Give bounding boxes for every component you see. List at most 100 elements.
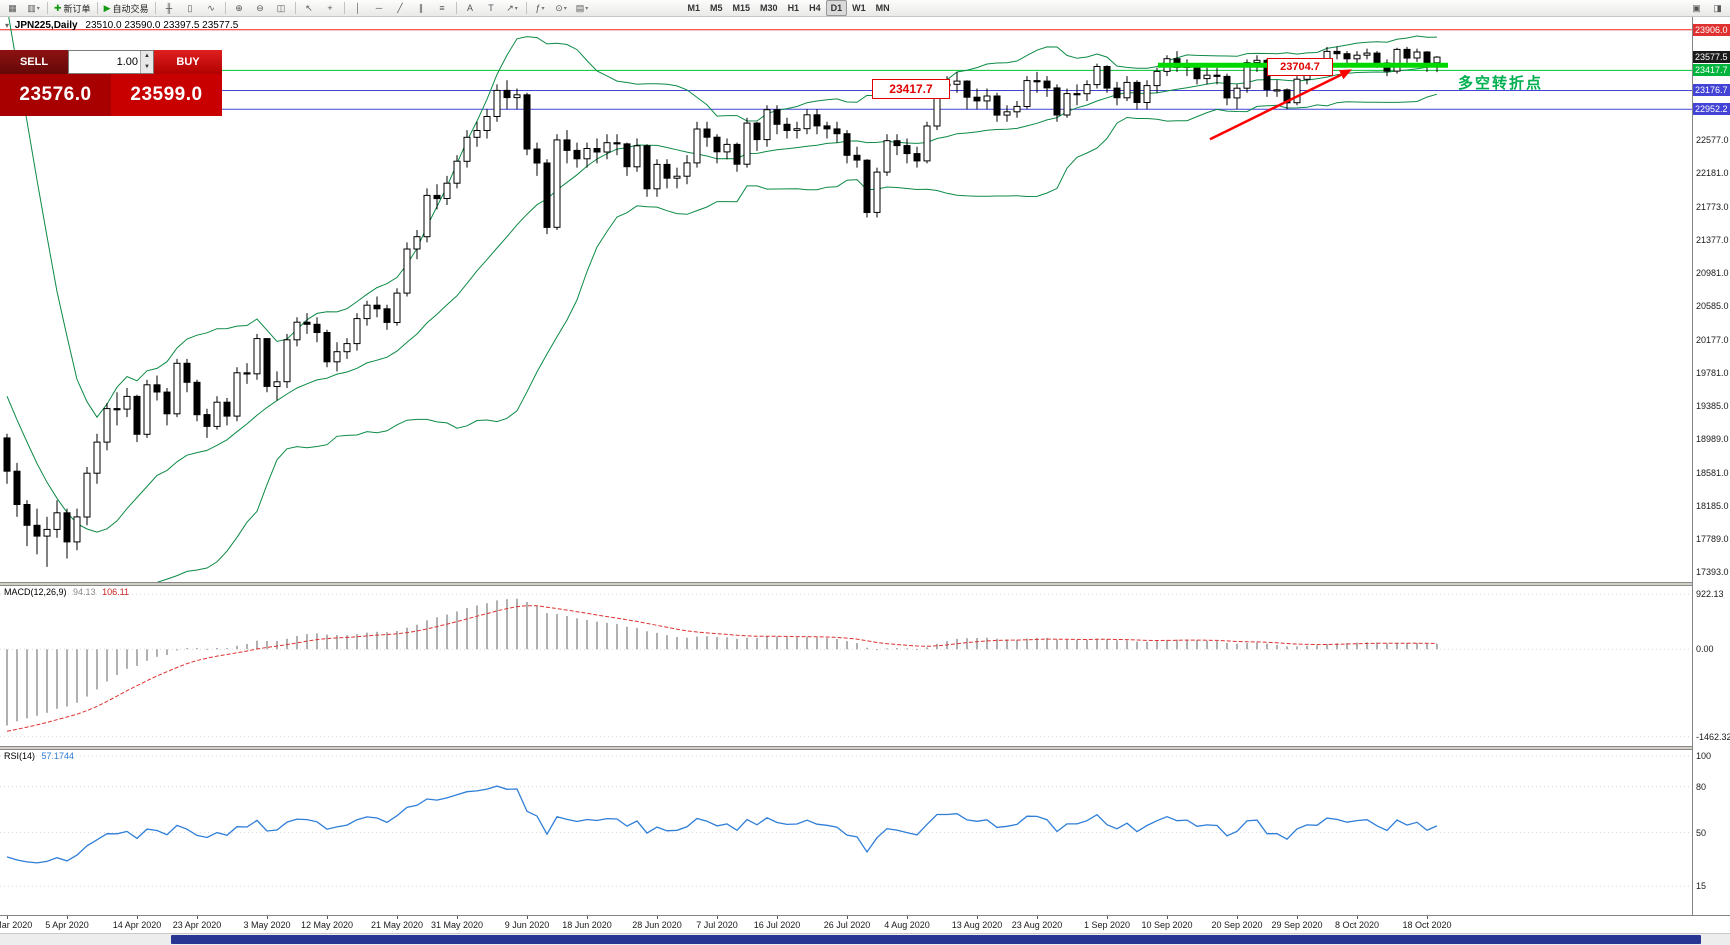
resistance-price-label[interactable]: 23704.7 xyxy=(1267,58,1333,76)
vertical-line-button[interactable]: │ xyxy=(348,0,369,16)
fibonacci-button[interactable]: ≡ xyxy=(432,0,453,16)
axis-tick-label: 20585.0 xyxy=(1696,301,1729,312)
arrows-icon: ↗ xyxy=(506,3,514,13)
templates-button[interactable]: ▤ ▾ xyxy=(572,0,593,16)
toolbar-button-label: 自动交易 xyxy=(112,3,149,14)
price-scale[interactable]: 22577.0 22181.0 21773.0 21377.0 20981.0 20585… xyxy=(1692,17,1730,915)
timeframe-h4[interactable]: H4 xyxy=(809,3,821,13)
toolbar-separator xyxy=(525,2,527,14)
date-label: 28 Jun 2020 xyxy=(632,920,682,930)
volume-input[interactable] xyxy=(69,55,140,69)
axis-tick-label: 17789.0 xyxy=(1696,533,1729,544)
sell-price[interactable]: 23576.0 xyxy=(0,74,111,116)
date-axis[interactable]: 26 Mar 2020 5 Apr 2020 14 Apr 2020 23 Apr 2… xyxy=(0,915,1730,933)
chevron-down-icon: ▾ xyxy=(585,5,589,12)
arrows-button[interactable]: ↗ ▾ xyxy=(502,0,523,16)
new-chart-icon: ▦ xyxy=(8,3,17,13)
tile-windows-button[interactable]: ◫ xyxy=(271,0,292,16)
main-chart-canvas[interactable] xyxy=(0,17,1692,582)
periods-icon: ⊙ xyxy=(555,3,563,13)
macd-panel[interactable]: MACD(12,26,9) 94.13 106.11 xyxy=(0,586,1692,746)
chevron-down-icon[interactable]: ▾ xyxy=(5,21,10,30)
toolbar-separator xyxy=(455,2,457,14)
timeframe-m15[interactable]: M15 xyxy=(732,3,751,13)
crosshair-button[interactable]: + xyxy=(320,0,341,16)
axis-tick-label: 21377.0 xyxy=(1696,235,1729,246)
date-tick xyxy=(1357,916,1358,919)
axis-tick-label: 18989.0 xyxy=(1696,433,1729,444)
indicators-button[interactable]: ƒ ▾ xyxy=(530,0,551,16)
text-button[interactable]: A xyxy=(460,0,481,16)
support-price-label[interactable]: 23417.7 xyxy=(872,79,950,99)
timeframe-m30[interactable]: M30 xyxy=(760,3,778,13)
date-label: 23 Apr 2020 xyxy=(172,920,222,930)
date-label: 18 Jun 2020 xyxy=(562,920,612,930)
date-label: 26 Jul 2020 xyxy=(823,920,871,930)
periods-button[interactable]: ⊙ ▾ xyxy=(551,0,572,16)
buy-button[interactable]: BUY xyxy=(154,50,222,74)
cursor-button[interactable]: ↖ xyxy=(299,0,320,16)
horizontal-scrollbar-thumb[interactable] xyxy=(171,935,1701,944)
line-chart-button[interactable]: ∿ xyxy=(201,0,222,16)
rsi-panel[interactable]: RSI(14) 57.1744 xyxy=(0,750,1692,915)
zoom-in-button[interactable]: ⊕ xyxy=(229,0,250,16)
sell-button[interactable]: SELL xyxy=(0,50,68,74)
date-label: 13 Aug 2020 xyxy=(951,920,1003,930)
date-label: 23 Aug 2020 xyxy=(1011,920,1063,930)
volume-down-button[interactable]: ▼ xyxy=(141,62,153,73)
date-label: 7 Jul 2020 xyxy=(696,920,738,930)
chevron-down-icon: ▾ xyxy=(541,5,545,12)
axis-tick-label: 922.13 xyxy=(1696,589,1724,600)
channel-icon: ∥ xyxy=(418,3,424,13)
macd-name: MACD(12,26,9) xyxy=(4,587,67,597)
date-label: 31 May 2020 xyxy=(430,920,484,930)
axis-tick-label: 100 xyxy=(1696,751,1712,761)
timeframe-w1[interactable]: W1 xyxy=(852,3,866,13)
trendline-button[interactable]: ╱ xyxy=(390,0,411,16)
zoom-out-button[interactable]: ⊖ xyxy=(250,0,271,16)
zoom-in-icon: ⊕ xyxy=(235,3,243,13)
autotrading-button: ▶ xyxy=(103,3,111,13)
price-marker-label: 22952.2 xyxy=(1693,103,1730,116)
dock-panel-button[interactable]: ▣ xyxy=(1686,0,1707,16)
volume-up-button[interactable]: ▲ xyxy=(141,51,153,62)
axis-tick-label: 19781.0 xyxy=(1696,367,1729,378)
date-label: 10 Sep 2020 xyxy=(1141,920,1193,930)
dock-panel-icon: ▣ xyxy=(1692,3,1701,13)
profiles-button[interactable]: ▥ ▾ xyxy=(23,0,44,16)
rsi-value: 57.1744 xyxy=(41,751,75,761)
panel-divider[interactable] xyxy=(0,582,1730,586)
fullscreen-button[interactable]: ◨ xyxy=(1707,0,1728,16)
date-tick xyxy=(1297,916,1298,919)
rsi-canvas[interactable] xyxy=(0,750,1692,915)
date-tick xyxy=(717,916,718,919)
label-button[interactable]: T xyxy=(481,0,502,16)
toolbar-button-label: 新订单 xyxy=(63,3,91,14)
date-label: 21 May 2020 xyxy=(370,920,424,930)
buy-price[interactable]: 23599.0 xyxy=(111,74,222,116)
pivot-note-text[interactable]: 多空转折点 xyxy=(1458,75,1544,92)
timeframe-m5[interactable]: M5 xyxy=(710,3,723,13)
timeframe-h1[interactable]: H1 xyxy=(787,3,800,13)
candlestick-icon: ▯ xyxy=(187,3,193,13)
timeframe-m1[interactable]: M1 xyxy=(687,3,701,13)
horizontal-line-button[interactable]: ─ xyxy=(369,0,390,16)
axis-tick-label: 19385.0 xyxy=(1696,400,1729,411)
ohlc-bars-button[interactable]: ╫ xyxy=(159,0,180,16)
date-tick xyxy=(1237,916,1238,919)
new-order-button-button[interactable]: ✚ 新订单 xyxy=(51,0,94,16)
main-chart-panel[interactable]: ▾ JPN225,Daily 23510.0 23590.0 23397.5 2… xyxy=(0,17,1692,582)
macd-label: MACD(12,26,9) 94.13 106.11 xyxy=(4,587,129,597)
new-chart-button[interactable]: ▦ xyxy=(2,0,23,16)
candlestick-button[interactable]: ▯ xyxy=(180,0,201,16)
date-label: 14 Apr 2020 xyxy=(112,920,162,930)
ohlc-bars-icon: ╫ xyxy=(165,3,173,13)
timeframe-d1[interactable]: D1 xyxy=(825,0,848,16)
macd-main-value: 94.13 xyxy=(73,587,96,597)
channel-button[interactable]: ∥ xyxy=(411,0,432,16)
panel-divider[interactable] xyxy=(0,746,1730,750)
timeframe-mn[interactable]: MN xyxy=(875,3,890,13)
macd-canvas[interactable] xyxy=(0,586,1692,746)
autotrading-button-button[interactable]: ▶ 自动交易 xyxy=(101,0,152,16)
toolbar-separator xyxy=(154,2,156,14)
